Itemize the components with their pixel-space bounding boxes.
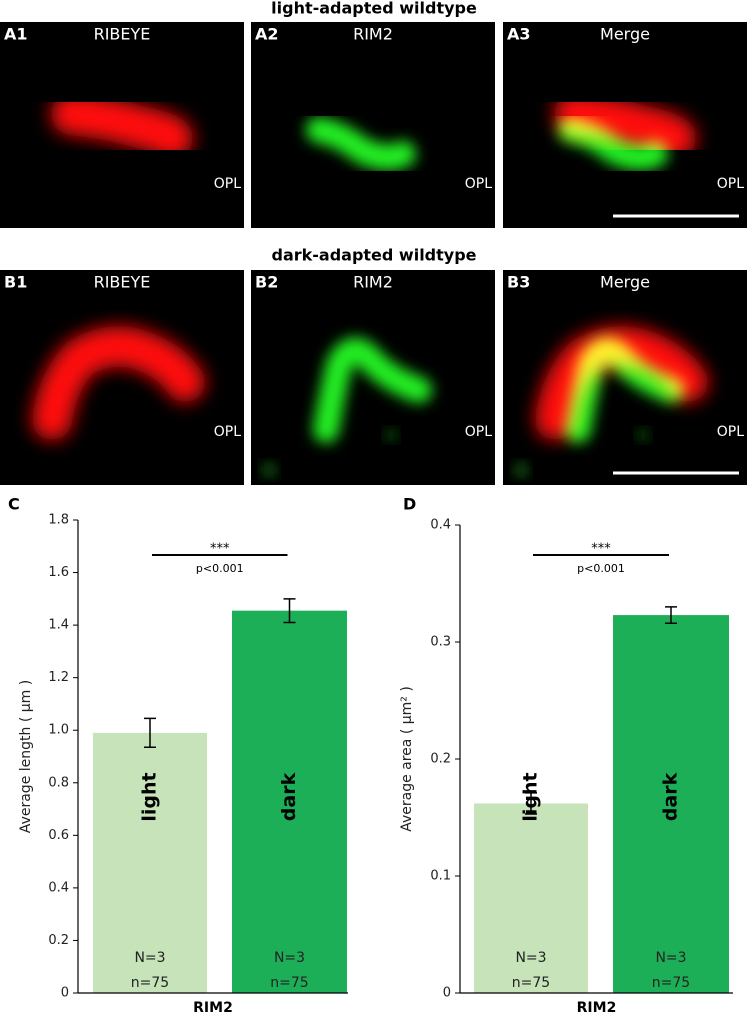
image-panel: B2 RIM2 OPL bbox=[251, 270, 495, 485]
image-panel: A2 RIM2 OPL bbox=[251, 22, 495, 228]
panel-background bbox=[0, 270, 244, 485]
y-tick-label: 0 bbox=[61, 986, 69, 1001]
y-tick-label: 0.4 bbox=[48, 880, 69, 895]
category-label: dark bbox=[660, 772, 682, 821]
bar-note: N=3 bbox=[274, 950, 305, 966]
ribeye-signal bbox=[554, 93, 696, 159]
category-label: light bbox=[520, 772, 542, 821]
y-tick-label: 1.4 bbox=[48, 618, 69, 633]
y-tick-label: 0.1 bbox=[430, 869, 451, 884]
panel-label: B2 bbox=[255, 273, 278, 292]
panel-label: D bbox=[403, 495, 416, 514]
bar-note: n=75 bbox=[270, 975, 308, 991]
y-axis-label: Average area ( µm² ) bbox=[399, 686, 415, 832]
bar-note: N=3 bbox=[655, 950, 686, 966]
micrograph bbox=[554, 93, 696, 171]
category-label: light bbox=[139, 772, 161, 821]
category-label: dark bbox=[278, 772, 300, 821]
bar bbox=[474, 803, 588, 993]
y-tick-label: 1.2 bbox=[48, 670, 69, 685]
significance-stars: *** bbox=[591, 542, 611, 557]
y-tick-label: 1.6 bbox=[48, 565, 69, 580]
micrograph bbox=[51, 93, 193, 159]
y-tick-label: 0.2 bbox=[430, 752, 451, 767]
layer-label: OPL bbox=[465, 424, 492, 440]
puncta bbox=[263, 464, 275, 476]
bar-note: N=3 bbox=[134, 950, 165, 966]
micrograph bbox=[515, 326, 708, 476]
image-panel: B3 Merge OPL bbox=[503, 270, 747, 485]
y-tick-label: 1.0 bbox=[48, 723, 69, 738]
ribeye-signal bbox=[51, 93, 193, 159]
error-bar bbox=[283, 598, 296, 624]
layer-label: OPL bbox=[214, 424, 241, 440]
layer-label: OPL bbox=[717, 424, 744, 440]
bar bbox=[93, 732, 207, 993]
x-axis-label: RIM2 bbox=[193, 1000, 233, 1016]
puncta bbox=[515, 464, 527, 476]
panel-label: B3 bbox=[507, 273, 530, 292]
y-tick-label: 0.8 bbox=[48, 775, 69, 790]
layer-label: OPL bbox=[214, 176, 241, 192]
bar-note: n=75 bbox=[512, 975, 550, 991]
error-bar bbox=[525, 792, 537, 815]
y-tick-label: 1.8 bbox=[48, 513, 69, 528]
p-value: p<0.001 bbox=[577, 562, 625, 575]
bar bbox=[613, 615, 729, 993]
channel-name: Merge bbox=[600, 273, 650, 292]
puncta bbox=[638, 430, 648, 440]
bar-note: n=75 bbox=[652, 975, 690, 991]
bar bbox=[232, 610, 347, 993]
rim2-signal bbox=[558, 117, 668, 171]
rim2-signal bbox=[565, 337, 684, 443]
bar-note: N=3 bbox=[515, 950, 546, 966]
channel-name: RIM2 bbox=[353, 25, 393, 44]
bar-note: n=75 bbox=[131, 975, 169, 991]
channel-name: RIBEYE bbox=[94, 25, 151, 44]
micrograph bbox=[32, 326, 205, 440]
y-tick-label: 0.3 bbox=[430, 635, 451, 650]
y-tick-label: 0.6 bbox=[48, 828, 69, 843]
y-tick-label: 0.2 bbox=[48, 933, 69, 948]
micrograph bbox=[263, 337, 432, 476]
p-value: p<0.001 bbox=[196, 562, 244, 575]
panel-label: A2 bbox=[255, 25, 279, 44]
channel-name: RIBEYE bbox=[94, 273, 151, 292]
image-panel: B1 RIBEYE OPL bbox=[0, 270, 244, 485]
y-axis-label: Average length ( µm ) bbox=[18, 680, 34, 833]
panel-label: A3 bbox=[507, 25, 531, 44]
channel-name: Merge bbox=[600, 25, 650, 44]
panel-background bbox=[251, 22, 495, 228]
ribeye-signal bbox=[32, 326, 205, 440]
rim2-signal bbox=[313, 337, 432, 443]
y-tick-label: 0.4 bbox=[430, 518, 451, 533]
row-title: light-adapted wildtype bbox=[271, 0, 477, 18]
layer-label: OPL bbox=[717, 176, 744, 192]
panel-label: A1 bbox=[4, 25, 28, 44]
layer-label: OPL bbox=[465, 176, 492, 192]
micrograph bbox=[306, 117, 416, 171]
significance-stars: *** bbox=[210, 542, 230, 557]
panel-label: C bbox=[8, 495, 20, 514]
error-bar bbox=[665, 606, 677, 625]
y-tick-label: 0 bbox=[443, 986, 451, 1001]
rim2-signal bbox=[306, 117, 416, 171]
panel-label: B1 bbox=[4, 273, 27, 292]
puncta bbox=[386, 430, 396, 440]
error-bar bbox=[144, 717, 156, 749]
row-title: dark-adapted wildtype bbox=[271, 246, 476, 265]
image-panel: A1 RIBEYE OPL bbox=[0, 22, 244, 228]
image-panel: A3 Merge OPL bbox=[503, 22, 747, 228]
channel-name: RIM2 bbox=[353, 273, 393, 292]
x-axis-label: RIM2 bbox=[577, 1000, 617, 1016]
